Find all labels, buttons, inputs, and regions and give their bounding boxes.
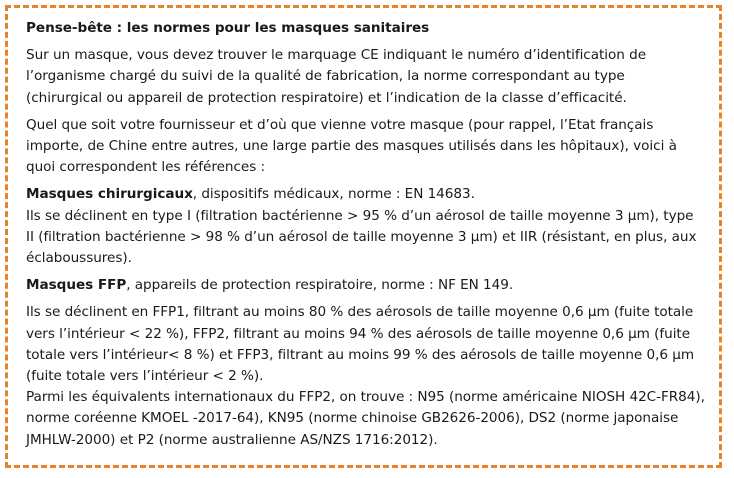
paragraph-ce-marking: Sur un masque, vous devez trouver le mar… [26,47,647,106]
surgical-masks-heading: Masques chirurgicaux [26,186,193,203]
surgical-masks-description: Ils se déclinent en type I (filtration b… [26,207,697,267]
memo-title: Pense-bête : les normes pour les masques… [26,20,430,36]
memo-box: Pense-bête : les normes pour les masques… [5,5,722,468]
surgical-masks-heading-line: Masques chirurgicaux, dispositifs médica… [26,184,705,205]
ffp-masks-description: Ils se déclinent en FFP1, filtrant au mo… [26,304,695,385]
ffp2-international-equivalents: Parmi les équivalents internationaux du … [26,389,705,448]
surgical-masks-norm: , dispositifs médicaux, norme : EN 14683… [192,186,475,203]
ffp-masks-heading: Masques FFP [26,277,127,294]
ffp-masks-norm: , appareils de protection respiratoire, … [126,277,514,294]
paragraph-references-intro: Quel que soit votre fournisseur et d’où … [26,116,677,176]
ffp-masks-heading-line: Masques FFP, appareils de protection res… [26,275,705,296]
